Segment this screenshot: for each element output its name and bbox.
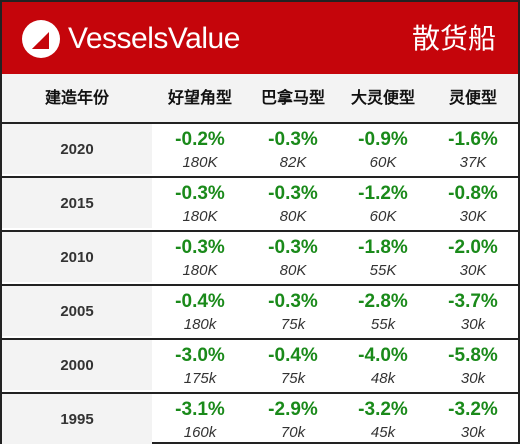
- table-cell: -0.9% 60K: [338, 124, 428, 174]
- table-cell: -3.2% 30k: [428, 394, 518, 444]
- table-row: 2005 -0.4% 180k -0.3% 75k -2.8% 55k -3.7% 30…: [2, 284, 518, 336]
- table-cell: -4.0% 48k: [338, 340, 428, 390]
- value-change: -4.0%: [358, 345, 408, 366]
- value-change: -3.1%: [175, 399, 225, 420]
- table-cell: -3.1% 160k: [152, 394, 248, 444]
- table-cell: -0.8% 30K: [428, 178, 518, 228]
- value-change: -0.3%: [268, 291, 318, 312]
- vessel-size: 30k: [460, 424, 486, 441]
- vessel-size: 80K: [279, 208, 307, 225]
- value-change: -1.2%: [358, 183, 408, 204]
- value-change: -0.9%: [358, 129, 408, 150]
- table-cell: -1.8% 55K: [338, 232, 428, 282]
- value-change: -3.2%: [358, 399, 408, 420]
- table-row: 2010 -0.3% 180K -0.3% 80K -1.8% 55K -2.0% 30…: [2, 230, 518, 282]
- header-bar: VesselsValue 散货船: [2, 2, 518, 74]
- col-header-capesize: 好望角型: [167, 88, 232, 107]
- vessel-size: 70k: [280, 424, 306, 441]
- vessel-size: 30k: [460, 316, 486, 333]
- table-row: 2000 -3.0% 175k -0.4% 75k -4.0% 48k -5.8% 30…: [2, 338, 518, 390]
- vessel-size: 180k: [183, 316, 217, 333]
- vessel-size: 60K: [369, 208, 397, 225]
- value-change: -0.3%: [175, 183, 225, 204]
- table-cell: -3.2% 45k: [338, 394, 428, 444]
- vessel-size: 37K: [459, 154, 487, 171]
- table-cell: -0.3% 180K: [152, 178, 248, 228]
- table-cell: -0.3% 80K: [248, 178, 338, 228]
- vessel-size: 55K: [369, 262, 397, 279]
- value-change: -1.8%: [358, 237, 408, 258]
- row-year: 2015: [2, 178, 152, 228]
- table-cell: -0.4% 75k: [248, 340, 338, 390]
- vessel-size: 30K: [459, 262, 487, 279]
- col-header-build-year: 建造年份: [44, 88, 109, 107]
- table-cell: -0.3% 180K: [152, 232, 248, 282]
- table-cell: -0.2% 180K: [152, 124, 248, 174]
- column-header-row: 建造年份 好望角型 巴拿马型 大灵便型 灵便型: [2, 74, 518, 122]
- value-change: -0.4%: [268, 345, 318, 366]
- table-row: 2015 -0.3% 180K -0.3% 80K -1.2% 60K -0.8% 30…: [2, 176, 518, 228]
- col-header-handysize: 灵便型: [448, 88, 497, 107]
- table-cell: -0.4% 180k: [152, 286, 248, 336]
- value-change: -3.0%: [175, 345, 225, 366]
- value-change: -0.4%: [175, 291, 225, 312]
- vessel-size: 45k: [370, 424, 396, 441]
- vessel-size: 82K: [279, 154, 307, 171]
- vessel-size: 80K: [279, 262, 307, 279]
- value-change: -0.8%: [448, 183, 498, 204]
- value-change: -3.7%: [448, 291, 498, 312]
- brand-name: VesselsValue: [68, 22, 240, 55]
- vessel-size: 55k: [370, 316, 396, 333]
- value-change: -0.3%: [268, 183, 318, 204]
- col-header-panamax: 巴拿马型: [260, 88, 325, 107]
- row-year: 2000: [2, 340, 152, 390]
- value-change: -0.3%: [268, 129, 318, 150]
- table-cell: -2.8% 55k: [338, 286, 428, 336]
- value-change: -0.3%: [268, 237, 318, 258]
- vessel-size: 175k: [183, 370, 217, 387]
- table-cell: -3.0% 175k: [152, 340, 248, 390]
- vessel-size: 30k: [460, 370, 486, 387]
- vessel-size: 180K: [182, 262, 218, 279]
- vessel-size: 75k: [280, 316, 306, 333]
- vessel-size: 180K: [182, 154, 218, 171]
- row-year: 2010: [2, 232, 152, 282]
- value-change: -2.0%: [448, 237, 498, 258]
- row-year: 2005: [2, 286, 152, 336]
- table-row: 1995 -3.1% 160k -2.9% 70k -3.2% 45k -3.2% 30…: [2, 392, 518, 444]
- value-change: -2.9%: [268, 399, 318, 420]
- vessel-size: 180K: [182, 208, 218, 225]
- vessel-size: 48k: [370, 370, 396, 387]
- table-cell: -2.9% 70k: [248, 394, 338, 444]
- row-year: 2020: [2, 124, 152, 174]
- table-cell: -2.0% 30K: [428, 232, 518, 282]
- table-row: 2020 -0.2% 180K -0.3% 82K -0.9% 60K -1.6% 37…: [2, 122, 518, 174]
- vesselsvalue-logo-icon: [22, 20, 60, 58]
- table-cell: -0.3% 80K: [248, 232, 338, 282]
- value-change: -5.8%: [448, 345, 498, 366]
- value-change: -0.2%: [175, 129, 225, 150]
- table-cell: -1.2% 60K: [338, 178, 428, 228]
- value-change: -3.2%: [448, 399, 498, 420]
- table-cell: -5.8% 30k: [428, 340, 518, 390]
- vessel-size: 60K: [369, 154, 397, 171]
- vessel-size: 30K: [459, 208, 487, 225]
- value-change: -1.6%: [448, 129, 498, 150]
- value-change: -2.8%: [358, 291, 408, 312]
- value-change: -0.3%: [175, 237, 225, 258]
- table-cell: -3.7% 30k: [428, 286, 518, 336]
- vessel-size: 75k: [280, 370, 306, 387]
- vessel-category-title: 散货船: [411, 22, 496, 55]
- table-cell: -0.3% 82K: [248, 124, 338, 174]
- row-year: 1995: [2, 394, 152, 444]
- table-cell: -1.6% 37K: [428, 124, 518, 174]
- col-header-supramax: 大灵便型: [350, 88, 415, 107]
- vessel-size: 160k: [183, 424, 217, 441]
- table-cell: -0.3% 75k: [248, 286, 338, 336]
